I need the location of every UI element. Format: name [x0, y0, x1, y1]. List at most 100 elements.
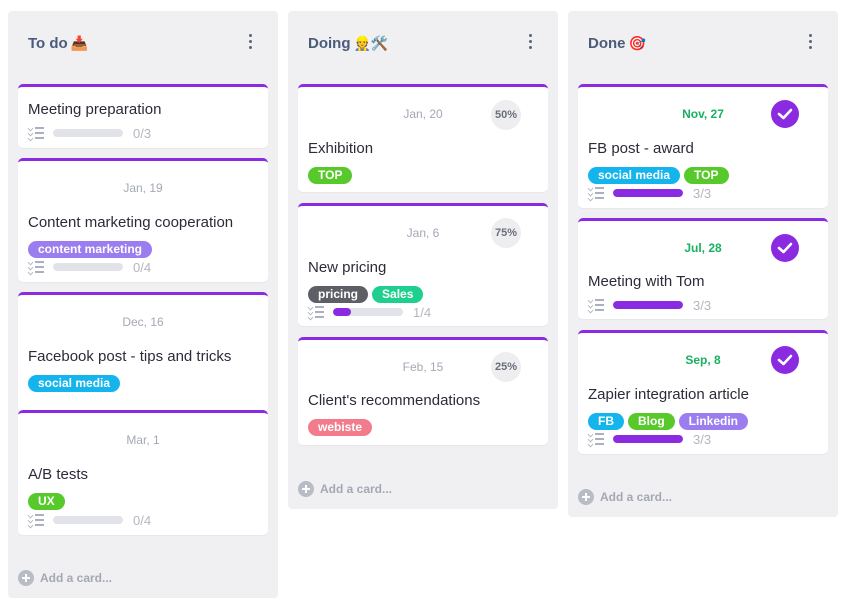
card-meeting-preparation[interactable]: Meeting preparation 0/3 — [18, 84, 268, 148]
tag-social-media[interactable]: social media — [28, 375, 121, 392]
column-title: Done 🎯 — [588, 35, 646, 52]
tag-list: webiste — [308, 419, 373, 436]
column-todo: To do 📥 Meeting preparation 0/3 Jan, 19 C… — [8, 11, 278, 598]
done-check-icon[interactable] — [771, 234, 799, 262]
tag-list: social media — [28, 375, 121, 392]
due-date: Jul, 28 — [684, 241, 722, 255]
checklist-icon — [308, 305, 324, 319]
progress-bar — [613, 301, 683, 309]
tag-linkedin[interactable]: Linkedin — [678, 413, 749, 430]
column-menu-button[interactable] — [526, 34, 534, 52]
column-title: Doing 👷🛠️ — [308, 35, 389, 52]
due-date: Sep, 8 — [685, 353, 721, 367]
card-zapier-integration[interactable]: Sep, 8 Zapier integration article FB Blo… — [578, 330, 828, 454]
due-date: Jan, 19 — [123, 181, 163, 195]
checklist-icon — [588, 298, 604, 312]
checklist-count: 3/3 — [693, 185, 712, 201]
card-content-marketing[interactable]: Jan, 19 Content marketing cooperation co… — [18, 158, 268, 282]
column-header: Done 🎯 — [568, 11, 838, 77]
tag-list: UX — [28, 493, 65, 510]
checklist-count: 0/4 — [133, 259, 152, 275]
checklist-count: 1/4 — [413, 304, 432, 320]
card-title: Meeting with Tom — [588, 273, 705, 290]
plus-icon — [578, 489, 594, 505]
due-date: Feb, 15 — [402, 360, 444, 374]
due-date: Jan, 6 — [406, 226, 440, 240]
checklist-icon — [28, 260, 44, 274]
checklist-progress: 1/4 — [308, 304, 432, 320]
checklist-progress: 0/4 — [28, 512, 152, 528]
card-clients-recommendations[interactable]: Feb, 15 25% Client's recommendations web… — [298, 337, 548, 445]
checklist-icon — [28, 513, 44, 527]
tag-top[interactable]: TOP — [684, 167, 729, 184]
tag-list: content marketing — [28, 241, 153, 258]
tag-fb[interactable]: FB — [588, 413, 624, 430]
checklist-progress: 0/3 — [28, 125, 152, 141]
checklist-progress: 3/3 — [588, 297, 712, 313]
plus-icon — [18, 570, 34, 586]
column-title: To do 📥 — [28, 35, 89, 52]
percent-badge: 50% — [491, 100, 521, 130]
tag-list: pricing Sales — [308, 286, 424, 303]
worker-tools-icon: 👷🛠️ — [353, 35, 389, 51]
add-card-button[interactable]: Add a card... — [578, 489, 672, 505]
percent-badge: 25% — [491, 352, 521, 382]
card-ab-tests[interactable]: Mar, 1 A/B tests UX 0/4 — [18, 410, 268, 535]
checklist-progress: 3/3 — [588, 431, 712, 447]
more-vertical-icon — [528, 34, 532, 37]
column-doing: Doing 👷🛠️ Jan, 20 50% Exhibition TOP Jan,… — [288, 11, 558, 509]
due-date: Jan, 20 — [403, 107, 443, 121]
progress-bar — [613, 435, 683, 443]
tag-top[interactable]: TOP — [308, 167, 353, 184]
done-check-icon[interactable] — [771, 346, 799, 374]
inbox-tray-icon: 📥 — [70, 35, 89, 51]
progress-bar — [53, 129, 123, 137]
due-date: Dec, 16 — [122, 315, 164, 329]
tag-content-marketing[interactable]: content marketing — [28, 241, 153, 258]
column-done: Done 🎯 Nov, 27 FB post - award social med… — [568, 11, 838, 517]
checklist-count: 0/4 — [133, 512, 152, 528]
column-header: To do 📥 — [8, 11, 278, 77]
card-title: A/B tests — [28, 466, 89, 483]
tag-blog[interactable]: Blog — [628, 413, 675, 430]
plus-icon — [298, 481, 314, 497]
card-title: Zapier integration article — [588, 386, 749, 403]
card-title: New pricing — [308, 259, 387, 276]
tag-ux[interactable]: UX — [28, 493, 65, 510]
column-menu-button[interactable] — [246, 34, 254, 52]
more-vertical-icon — [248, 34, 252, 37]
checklist-count: 0/3 — [133, 125, 152, 141]
done-check-icon[interactable] — [771, 100, 799, 128]
tag-pricing[interactable]: pricing — [308, 286, 369, 303]
card-meeting-with-tom[interactable]: Jul, 28 Meeting with Tom 3/3 — [578, 218, 828, 319]
add-card-button[interactable]: Add a card... — [18, 570, 112, 586]
tag-social-media[interactable]: social media — [588, 167, 681, 184]
checklist-progress: 3/3 — [588, 185, 712, 201]
column-menu-button[interactable] — [806, 34, 814, 52]
card-title: Meeting preparation — [28, 101, 162, 118]
checklist-progress: 0/4 — [28, 259, 152, 275]
tag-list: TOP — [308, 167, 353, 184]
column-header: Doing 👷🛠️ — [288, 11, 558, 77]
card-fb-post-award[interactable]: Nov, 27 FB post - award social media TOP… — [578, 84, 828, 208]
due-date: Mar, 1 — [126, 433, 160, 447]
card-title: Content marketing cooperation — [28, 214, 234, 231]
tag-webiste[interactable]: webiste — [308, 419, 373, 436]
card-title: Exhibition — [308, 140, 374, 157]
percent-badge: 75% — [491, 218, 521, 248]
checklist-count: 3/3 — [693, 431, 712, 447]
card-exhibition[interactable]: Jan, 20 50% Exhibition TOP — [298, 84, 548, 192]
checklist-icon — [588, 186, 604, 200]
tag-list: FB Blog Linkedin — [588, 413, 749, 430]
card-title: FB post - award — [588, 140, 694, 157]
due-date: Nov, 27 — [682, 107, 724, 121]
tag-sales[interactable]: Sales — [372, 286, 424, 303]
target-icon: 🎯 — [628, 35, 646, 51]
card-facebook-post[interactable]: Dec, 16 Facebook post - tips and tricks … — [18, 292, 268, 413]
tag-list: social media TOP — [588, 167, 729, 184]
checklist-count: 3/3 — [693, 297, 712, 313]
card-new-pricing[interactable]: Jan, 6 75% New pricing pricing Sales 1/4 — [298, 203, 548, 326]
card-title: Client's recommendations — [308, 392, 481, 409]
add-card-button[interactable]: Add a card... — [298, 481, 392, 497]
progress-bar — [333, 308, 403, 316]
